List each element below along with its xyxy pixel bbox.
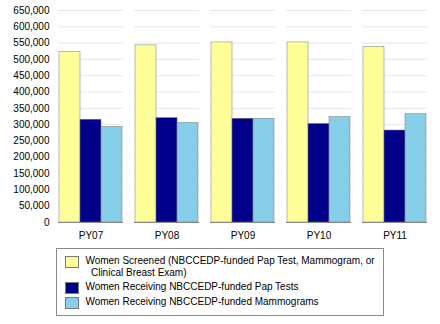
svg-text:200,000: 200,000 [13, 151, 50, 162]
svg-text:600,000: 600,000 [13, 21, 50, 32]
svg-text:PY10: PY10 [307, 230, 332, 241]
svg-text:PY11: PY11 [383, 230, 407, 241]
html-text:Women Receiving NBCCEDP-funded: Women Receiving NBCCEDP-funded Mammogram… [85, 296, 319, 307]
svg-text:100,000: 100,000 [13, 184, 50, 195]
html-text:Women Screened (NBCCEDP-funded: Women Screened (NBCCEDP-funded Pap Test,… [85, 255, 375, 278]
svg-text:PY09: PY09 [231, 230, 256, 241]
svg-text:0: 0 [44, 217, 50, 228]
svg-text:150,000: 150,000 [13, 168, 50, 179]
svg-text:400,000: 400,000 [13, 86, 50, 97]
svg-text:PY07: PY07 [79, 230, 104, 241]
svg-text:50,000: 50,000 [19, 200, 50, 211]
svg-text:250,000: 250,000 [13, 135, 50, 146]
html-text:Women Receiving NBCCEDP-funded: Women Receiving NBCCEDP-funded Pap Tests [85, 281, 299, 292]
svg-text:500,000: 500,000 [13, 54, 50, 65]
svg-text:PY08: PY08 [155, 230, 180, 241]
svg-text:300,000: 300,000 [13, 119, 50, 130]
svg-text:450,000: 450,000 [13, 70, 50, 81]
svg-text:550,000: 550,000 [13, 37, 50, 48]
svg-text:350,000: 350,000 [13, 103, 50, 114]
svg-text:650,000: 650,000 [13, 5, 50, 16]
